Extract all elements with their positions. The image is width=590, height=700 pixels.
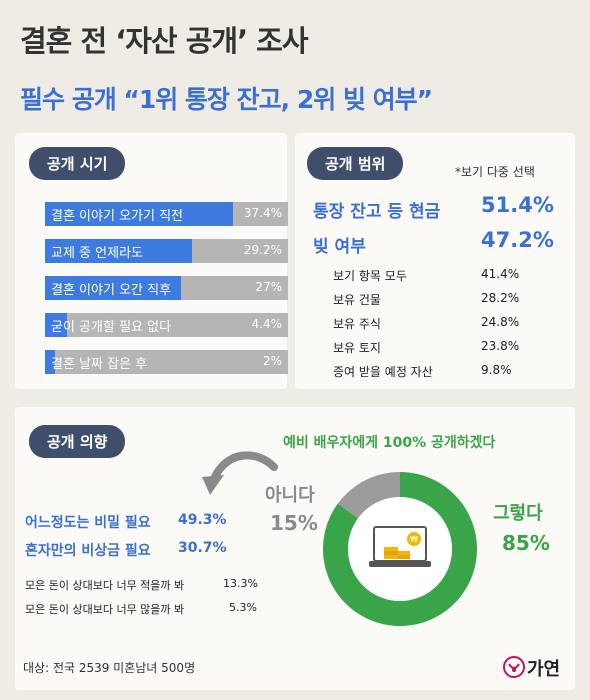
intent-panel: 공개 의향 예비 배우자에게 100% 공개하겠다 어느정도는 비밀 필요 49…: [15, 407, 575, 690]
timing-bar-value: 29.2%: [243, 243, 282, 257]
curved-arrow-icon: [202, 451, 278, 495]
scope-note: *보기 다중 선택: [455, 165, 535, 179]
scope-top-1-value: 51.4%: [481, 193, 554, 217]
timing-bar-label: 결혼 날짜 잡은 후: [51, 357, 148, 372]
brand-logo-icon: [503, 656, 525, 678]
scope-row-value: 41.4%: [481, 267, 520, 281]
scope-row-label: 보유 토지: [333, 341, 381, 355]
timing-bar-fill: [45, 276, 181, 300]
timing-bar: 결혼 날짜 잡은 후 2%: [45, 350, 288, 374]
timing-bar-value: 27%: [255, 280, 282, 294]
no-reason-value: 5.3%: [229, 601, 257, 614]
laptop-coins-icon: ₩: [369, 526, 431, 567]
intent-pill: 공개 의향: [29, 425, 126, 458]
timing-bar: 교제 중 언제라도 29.2%: [45, 239, 288, 263]
scope-row-value: 24.8%: [481, 315, 520, 329]
pie-no-value: 15%: [270, 511, 318, 535]
timing-bar-value: 37.4%: [243, 206, 282, 220]
scope-pill: 공개 범위: [307, 147, 404, 180]
timing-bar-value: 2%: [262, 354, 282, 368]
scope-row-label: 보유 주식: [333, 317, 381, 331]
no-reason-label: 모은 돈이 상대보다 너무 많을까 봐: [25, 603, 185, 616]
scope-row-value: 23.8%: [481, 339, 520, 353]
scope-top-2-value: 47.2%: [481, 228, 554, 252]
scope-row-value: 28.2%: [481, 291, 520, 305]
pie-yes-label: 그렇다: [493, 503, 543, 524]
no-reason-label: 혼자만의 비상금 필요: [25, 543, 151, 559]
intent-headline: 예비 배우자에게 100% 공개하겠다: [283, 435, 496, 451]
pie-no-label: 아니다: [265, 485, 315, 506]
scope-panel: 공개 범위 *보기 다중 선택 통장 잔고 등 현금 51.4% 빚 여부 47…: [295, 133, 575, 389]
scope-top-2-label: 빚 여부: [313, 237, 366, 257]
scope-row-label: 증여 받을 예정 자산: [333, 365, 433, 379]
survey-source: 대상: 전국 2539 미혼남녀 500명: [23, 661, 196, 675]
timing-bar-fill: [45, 239, 192, 263]
timing-bar: 결혼 이야기 오간 직후 27%: [45, 276, 288, 300]
timing-bar: 굳이 공개할 필요 없다 4.4%: [45, 313, 288, 337]
timing-bar-value: 4.4%: [251, 317, 283, 331]
no-reason-label: 모은 돈이 상대보다 너무 적을까 봐: [25, 579, 185, 592]
donut-slice-no: [337, 472, 400, 519]
timing-bar-label: 결혼 이야기 오가기 직전: [51, 209, 183, 224]
scope-row-label: 보기 항목 모두: [333, 269, 407, 283]
donut-slice-yes: [323, 472, 477, 626]
timing-bar-label: 교제 중 언제라도: [51, 246, 143, 261]
timing-panel: 공개 시기 결혼 이야기 오가기 직전 37.4% 교제 중 언제라도 29.2% 결혼…: [15, 133, 288, 389]
no-reason-value: 30.7%: [178, 540, 227, 556]
timing-bar: 결혼 이야기 오가기 직전 37.4%: [45, 202, 288, 226]
scope-row-label: 보유 건물: [333, 293, 381, 307]
timing-pill: 공개 시기: [29, 147, 126, 180]
timing-bar-label: 굳이 공개할 필요 없다: [51, 320, 172, 335]
page-title: 결혼 전 ‘자산 공개’ 조사: [20, 24, 309, 58]
no-reason-value: 13.3%: [223, 577, 258, 590]
timing-bar-fill: [45, 350, 56, 374]
scope-top-1-label: 통장 잔고 등 현금: [313, 202, 441, 222]
svg-text:₩: ₩: [410, 535, 418, 544]
timing-bar-fill: [45, 202, 233, 226]
page-subtitle: 필수 공개 “1위 통장 잔고, 2위 빚 여부”: [20, 85, 433, 114]
no-reason-label: 어느정도는 비밀 필요: [25, 515, 151, 531]
brand-logo-text: 가연: [527, 659, 561, 680]
scope-row-value: 9.8%: [481, 363, 512, 377]
timing-bar-label: 결혼 이야기 오간 직후: [51, 283, 172, 298]
no-reason-value: 49.3%: [178, 512, 227, 528]
timing-bar-fill: [45, 313, 68, 337]
pie-yes-value: 85%: [502, 531, 550, 555]
